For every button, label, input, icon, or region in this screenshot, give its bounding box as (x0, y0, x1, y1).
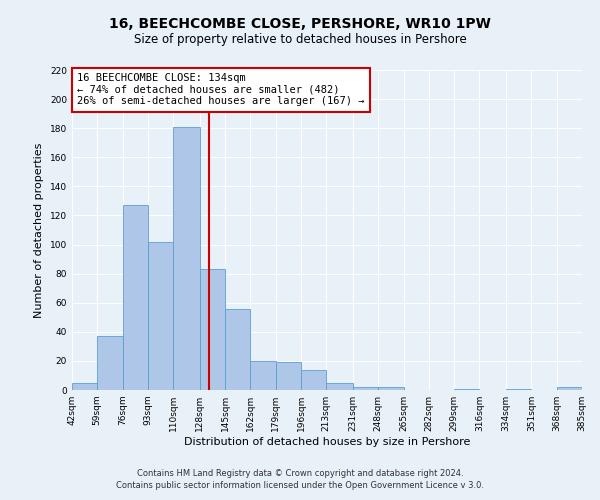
Y-axis label: Number of detached properties: Number of detached properties (34, 142, 44, 318)
Bar (378, 387, 404, 390)
Text: Contains HM Land Registry data © Crown copyright and database right 2024.: Contains HM Land Registry data © Crown c… (137, 468, 463, 477)
Bar (173, 126, 200, 390)
Bar (72, 382, 97, 390)
Bar (301, 370, 326, 390)
Text: 16, BEECHCOMBE CLOSE, PERSHORE, WR10 1PW: 16, BEECHCOMBE CLOSE, PERSHORE, WR10 1PW (109, 18, 491, 32)
Text: Size of property relative to detached houses in Pershore: Size of property relative to detached ho… (134, 32, 466, 46)
Bar (97, 336, 122, 390)
Bar (122, 206, 148, 390)
Bar (506, 388, 532, 390)
Bar (200, 270, 225, 390)
Bar (326, 382, 353, 390)
Bar (276, 362, 301, 390)
Bar (225, 308, 250, 390)
X-axis label: Distribution of detached houses by size in Pershore: Distribution of detached houses by size … (184, 437, 470, 447)
Text: Contains public sector information licensed under the Open Government Licence v : Contains public sector information licen… (116, 481, 484, 490)
Bar (148, 242, 173, 390)
Bar (250, 361, 276, 390)
Bar (454, 388, 479, 390)
Bar (353, 387, 378, 390)
Bar (557, 387, 582, 390)
Text: 16 BEECHCOMBE CLOSE: 134sqm
← 74% of detached houses are smaller (482)
26% of se: 16 BEECHCOMBE CLOSE: 134sqm ← 74% of det… (77, 73, 365, 106)
